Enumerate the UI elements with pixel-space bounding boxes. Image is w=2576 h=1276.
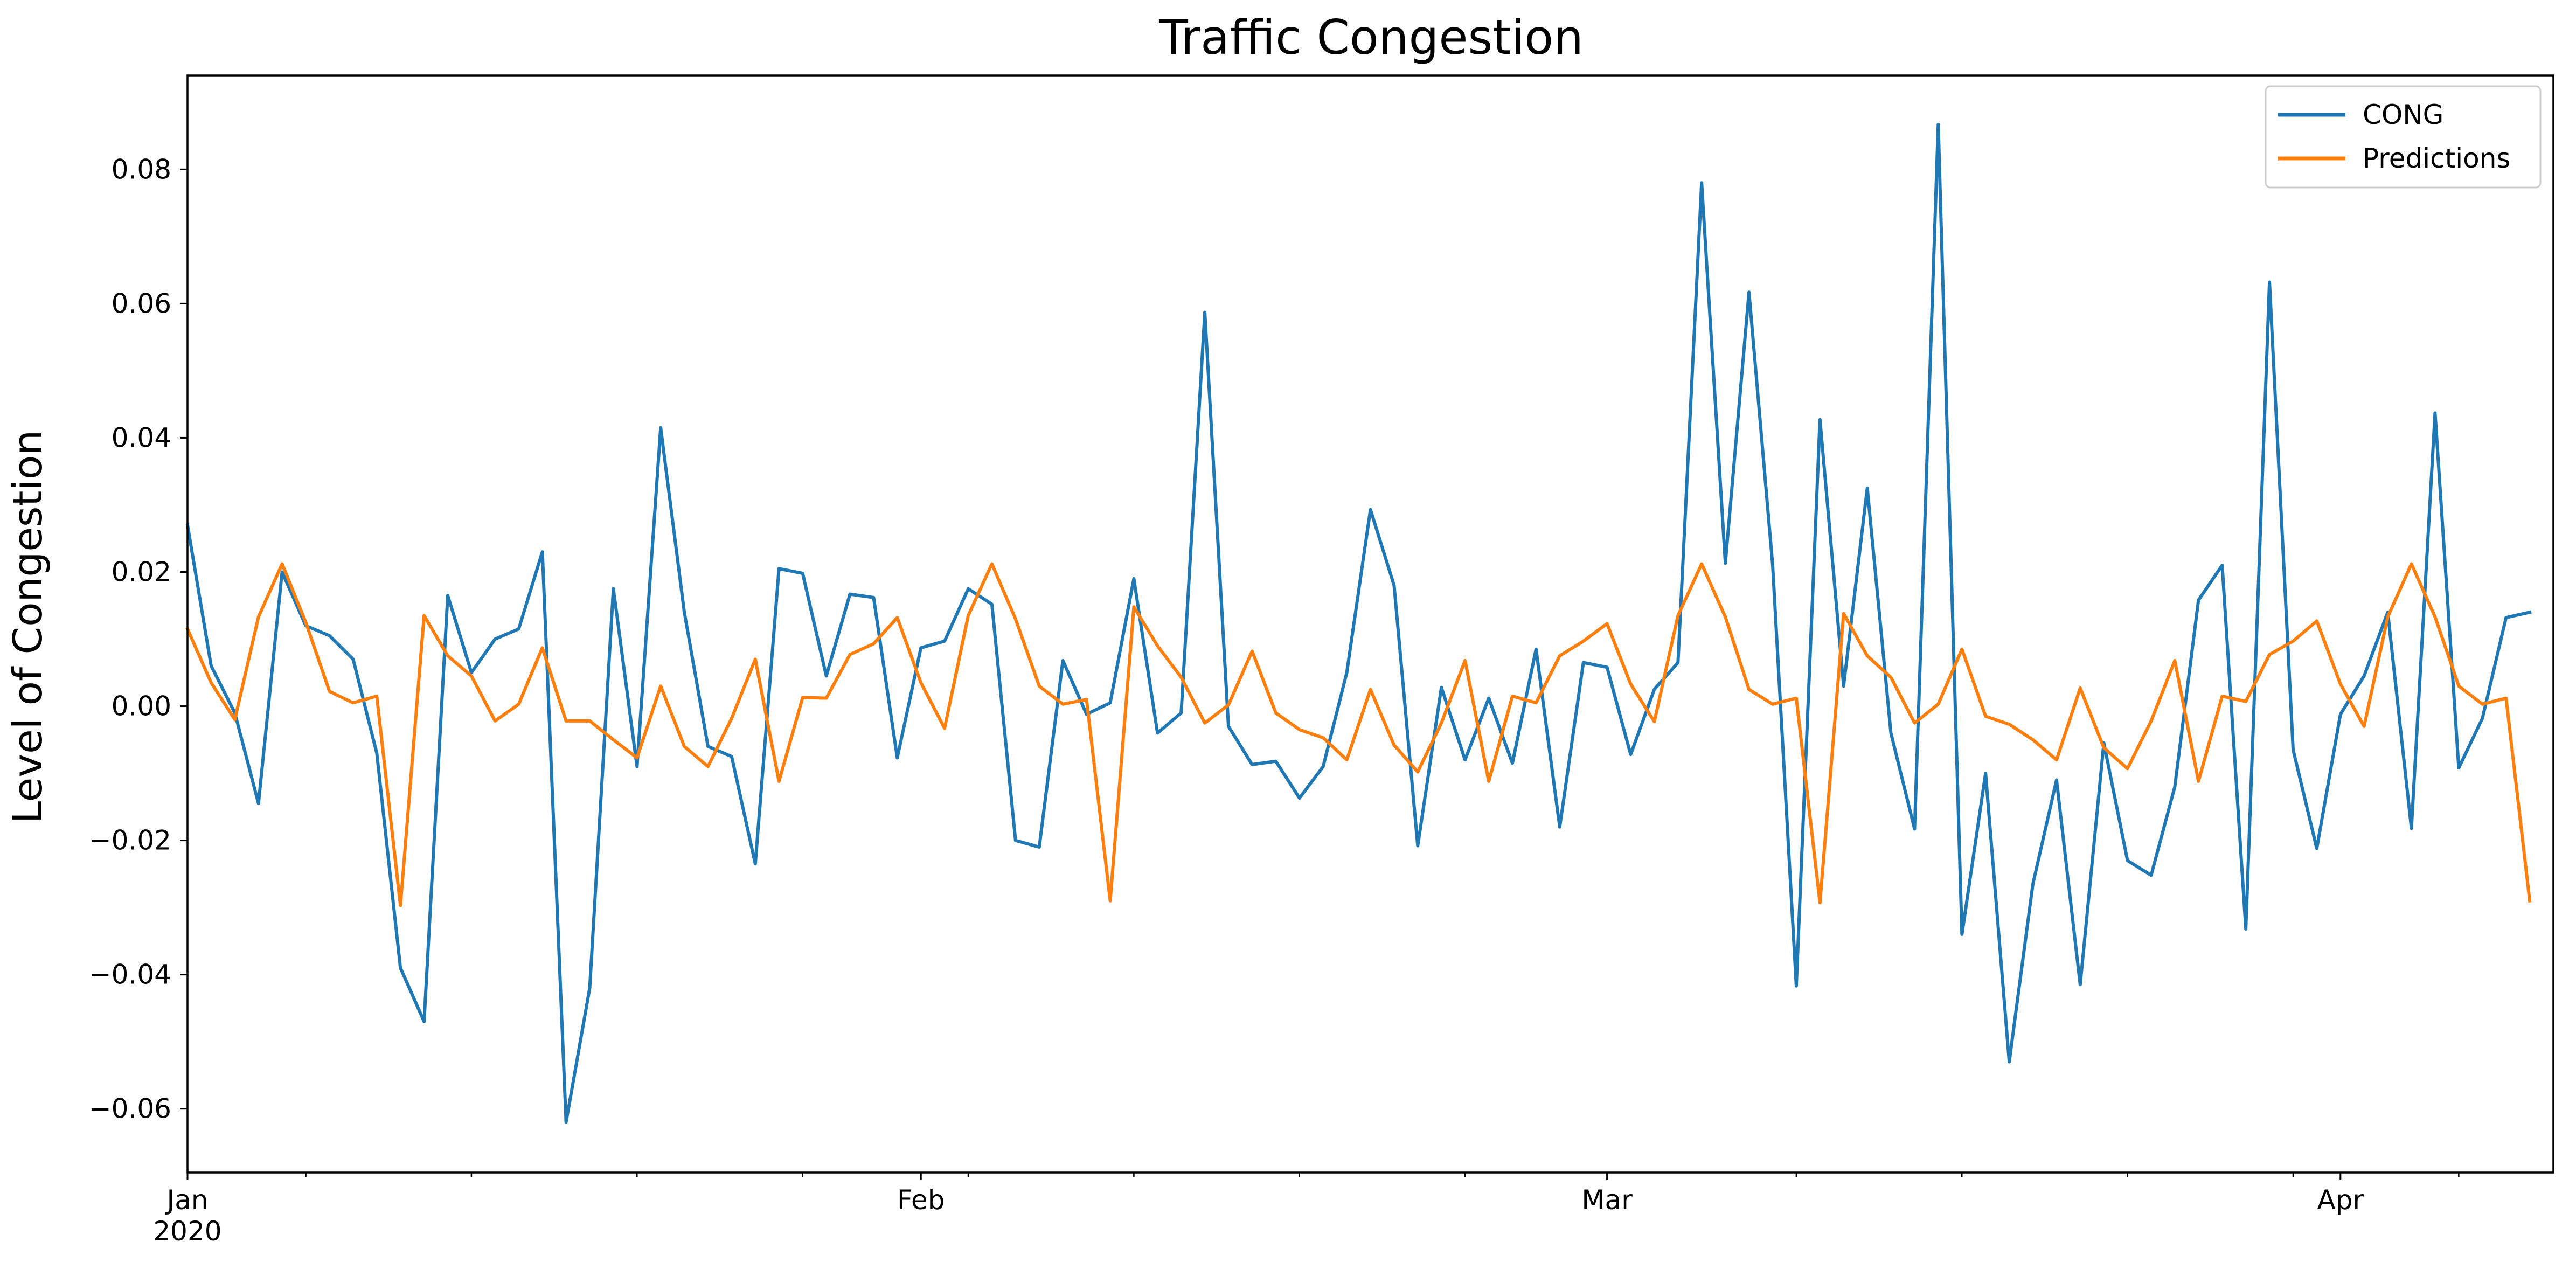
series-lines (185, 122, 2532, 1124)
y-tick-label: −0.02 (89, 825, 171, 856)
y-tick-label: 0.06 (112, 288, 171, 319)
legend-label-cong: CONG (2363, 99, 2443, 130)
plot-area-frame (186, 74, 2554, 1174)
x-tick-label: Feb (897, 1184, 945, 1216)
legend-label-predictions: Predictions (2363, 143, 2510, 174)
y-tick-label: 0.00 (112, 691, 171, 722)
y-tick-label: 0.08 (112, 154, 171, 185)
x-tick-sublabel: 2020 (153, 1216, 221, 1247)
y-axis-ticks: −0.06 −0.04 −0.02 0.00 0.02 0.04 0.06 0.08 (89, 154, 188, 1125)
x-tick-label: Apr (2317, 1184, 2364, 1216)
x-tick-label: Mar (1581, 1184, 1633, 1216)
y-tick-label: −0.06 (89, 1093, 171, 1125)
y-tick-label: −0.04 (89, 959, 171, 990)
series-line-predictions (185, 562, 2532, 907)
legend-box (2265, 85, 2542, 189)
y-axis-label: Level of Congestion (5, 430, 51, 823)
legend: CONG Predictions (2265, 85, 2542, 189)
y-tick-label: 0.02 (112, 556, 171, 587)
series-line-cong (185, 122, 2532, 1124)
y-tick-label: 0.04 (112, 422, 171, 453)
x-tick-label: Jan (165, 1184, 208, 1216)
chart-title: Traffic Congestion (1158, 10, 1584, 65)
